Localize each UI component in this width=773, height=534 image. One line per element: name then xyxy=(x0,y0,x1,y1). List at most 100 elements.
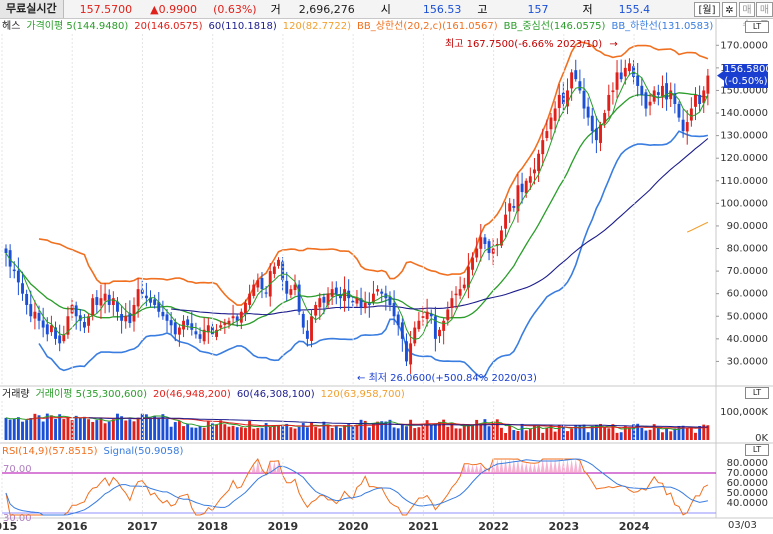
volume-bar xyxy=(272,425,276,440)
candle-body xyxy=(301,313,305,328)
price-y-tick-label: 130.0000 xyxy=(720,131,768,142)
candle-body xyxy=(698,94,702,104)
volume-bar xyxy=(177,421,181,440)
price-y-tick-label: 150.0000 xyxy=(720,85,768,96)
volume-bar xyxy=(111,419,115,440)
legend-signal: Signal(50.9058) xyxy=(103,446,184,457)
volume-bar xyxy=(301,423,305,440)
price-panel-button[interactable]: LT xyxy=(745,21,769,33)
legend-vma120: 120(63,958,700) xyxy=(320,389,405,400)
candle-body xyxy=(413,327,417,344)
candle-body xyxy=(669,90,673,100)
high-annotation: 최고 167.7500(-6.66% 2023/10) → xyxy=(445,35,618,50)
volume-bar xyxy=(21,421,24,440)
candle-body xyxy=(120,314,124,321)
volume-bar xyxy=(49,415,53,440)
volume-bar xyxy=(29,418,33,440)
volume-bar xyxy=(169,426,173,440)
candle-body xyxy=(483,237,487,244)
volume-bar xyxy=(219,420,223,440)
rsi-overbought-fill xyxy=(478,463,483,473)
rsi-overbought-fill xyxy=(548,459,554,473)
candle-body xyxy=(252,284,256,296)
volume-bar xyxy=(652,424,656,440)
open-label: 시 xyxy=(380,3,391,16)
current-price-marker xyxy=(717,70,724,81)
legend-bb-upper: BB_상한선(20,2,c)(161.0567) xyxy=(357,21,498,32)
candle-body xyxy=(574,70,578,80)
volume-bar xyxy=(239,427,243,440)
volume-bar xyxy=(231,425,235,440)
volume-panel-button[interactable]: LT xyxy=(745,387,769,399)
candle-body xyxy=(376,289,380,292)
volume-bar xyxy=(289,427,293,440)
rsi-overbought-fill xyxy=(486,470,492,473)
candle-body xyxy=(235,316,239,321)
candle-body xyxy=(578,81,582,91)
period-button[interactable]: [월] xyxy=(694,2,720,17)
candle-body xyxy=(607,94,611,111)
volume-bar xyxy=(533,425,536,440)
volume-bar xyxy=(78,417,82,440)
candle-body xyxy=(351,300,355,303)
candle-body xyxy=(223,323,227,325)
rsi-panel-button[interactable]: LT xyxy=(745,444,769,456)
volume-y-tick-label: 100,000K xyxy=(720,407,768,418)
low-annotation: ← 최저 26.0600(+500.84% 2020/03) xyxy=(357,369,537,384)
volume-bar xyxy=(442,419,446,440)
rsi-signal-line xyxy=(5,458,709,516)
candle-body xyxy=(487,241,491,254)
volume-bar xyxy=(223,424,227,440)
volume-bar xyxy=(297,427,301,440)
volume-bar xyxy=(318,428,322,440)
price-y-tick-label: 140.0000 xyxy=(720,108,768,119)
price-y-tick-label: 70.0000 xyxy=(727,266,768,277)
volume-bar xyxy=(619,432,623,440)
rsi-band-label: 70.00 xyxy=(3,464,32,475)
candle-body xyxy=(599,124,602,143)
candle-body xyxy=(380,291,384,294)
candle-body xyxy=(438,329,441,337)
low-arrow: ← xyxy=(357,373,366,384)
volume-bar xyxy=(367,427,371,440)
high-arrow: → xyxy=(609,39,618,50)
volume-bar xyxy=(524,430,528,440)
legend-vma20: 20(46,948,200) xyxy=(153,389,231,400)
rsi-overbought-fill xyxy=(524,462,529,473)
settings-button[interactable]: ✲ xyxy=(722,2,737,17)
volume-bar xyxy=(116,413,119,440)
legend-bb-mid: BB_중심선(146.0575) xyxy=(503,21,606,32)
candle-body xyxy=(694,94,697,107)
volume-bar xyxy=(694,432,697,440)
candle-body xyxy=(297,284,301,312)
rsi-overbought-fill xyxy=(470,464,475,473)
rsi-overbought-fill xyxy=(495,459,500,473)
candle-body xyxy=(326,293,330,305)
candle-body xyxy=(648,101,652,106)
candle-body xyxy=(636,75,640,86)
candle-body xyxy=(293,284,297,291)
rsi-line xyxy=(5,458,709,516)
volume-bar xyxy=(161,414,165,440)
quote-bar: 무료실시간 157.5700 ▲0.9900 (0.63%) 거 2,696,2… xyxy=(0,0,773,19)
candle-body xyxy=(553,108,557,121)
price-change: ▲0.9900 xyxy=(150,2,198,16)
volume-bar xyxy=(355,424,359,440)
rsi-y-tick-label: 50.0000 xyxy=(727,488,768,499)
rsi-y-tick-label: 70.0000 xyxy=(727,468,768,479)
candle-body xyxy=(272,266,276,274)
candle-body xyxy=(334,287,338,294)
volume-bar xyxy=(685,428,689,440)
price-legend: 헤스 가격이평 5(144.9480) 20(146.0575) 60(110.… xyxy=(0,20,713,34)
volume-bar xyxy=(433,423,437,440)
candle-body xyxy=(611,90,615,93)
volume-bar xyxy=(594,424,598,440)
volume-bar xyxy=(343,425,346,440)
candle-body xyxy=(446,309,450,321)
rsi-overbought-fill xyxy=(540,459,545,473)
candle-body xyxy=(169,320,173,326)
candle-body xyxy=(545,131,549,138)
price-y-tick-label: 40.0000 xyxy=(727,334,768,345)
volume-bar xyxy=(322,421,326,440)
